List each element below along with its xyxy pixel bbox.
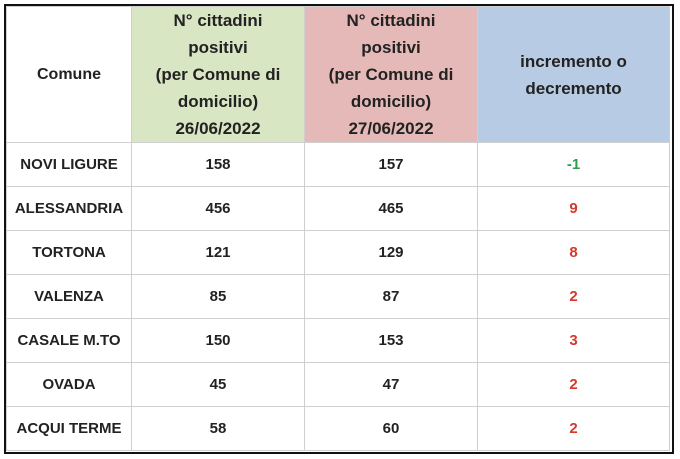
cell-day2: 465 (304, 186, 478, 231)
cell-change: -1 (477, 142, 670, 187)
cell-day2: 157 (304, 142, 478, 187)
header-row: Comune N° cittadini positivi (per Comune… (6, 6, 670, 143)
header-day2-line: domicilio) (350, 92, 432, 111)
cell-day2: 60 (304, 406, 478, 451)
cell-comune: NOVI LIGURE (6, 142, 132, 187)
header-change-line: incremento o (520, 51, 627, 71)
cell-change: 8 (477, 230, 670, 275)
header-day1-line: (per Comune di (155, 65, 281, 84)
table-row: CASALE M.TO 150 153 3 (6, 318, 670, 363)
cell-change: 2 (477, 274, 670, 319)
header-day2-line: positivi (361, 38, 421, 57)
cell-comune: TORTONA (6, 230, 132, 275)
cell-comune: OVADA (6, 362, 132, 407)
header-change: incremento o decremento (477, 6, 670, 143)
table-row: ACQUI TERME 58 60 2 (6, 406, 670, 451)
table-row: OVADA 45 47 2 (6, 362, 670, 407)
header-day1-line: N° cittadini (173, 11, 263, 30)
header-day2-date: 27/06/2022 (348, 119, 434, 138)
cell-comune: CASALE M.TO (6, 318, 132, 363)
cell-change: 9 (477, 186, 670, 231)
cell-day1: 158 (131, 142, 305, 187)
cell-day2: 87 (304, 274, 478, 319)
cell-day1: 58 (131, 406, 305, 451)
table-body: NOVI LIGURE 158 157 -1 ALESSANDRIA 456 465 9 TOR… (6, 142, 670, 451)
header-day2: N° cittadini positivi (per Comune di dom… (304, 6, 478, 143)
table-row: ALESSANDRIA 456 465 9 (6, 186, 670, 231)
header-day1-date: 26/06/2022 (175, 119, 261, 138)
header-day2-line: (per Comune di (328, 65, 454, 84)
header-day1-line: domicilio) (177, 92, 259, 111)
header-day1-line: positivi (188, 38, 248, 57)
header-comune: Comune (6, 6, 132, 143)
cell-comune: ALESSANDRIA (6, 186, 132, 231)
table-row: VALENZA 85 87 2 (6, 274, 670, 319)
cell-day1: 150 (131, 318, 305, 363)
cell-comune: VALENZA (6, 274, 132, 319)
cell-day1: 85 (131, 274, 305, 319)
cell-change: 2 (477, 406, 670, 451)
cell-day1: 45 (131, 362, 305, 407)
header-change-line: decremento (525, 78, 622, 98)
cell-change: 3 (477, 318, 670, 363)
cell-day1: 456 (131, 186, 305, 231)
cell-change: 2 (477, 362, 670, 407)
table-row: NOVI LIGURE 158 157 -1 (6, 142, 670, 187)
header-day2-line: N° cittadini (346, 11, 436, 30)
positives-table: Comune N° cittadini positivi (per Comune… (6, 6, 670, 451)
cell-comune: ACQUI TERME (6, 406, 132, 451)
cell-day1: 121 (131, 230, 305, 275)
table-row: TORTONA 121 129 8 (6, 230, 670, 275)
cell-day2: 129 (304, 230, 478, 275)
header-comune-label: Comune (37, 66, 101, 83)
header-day1: N° cittadini positivi (per Comune di dom… (131, 6, 305, 143)
table-frame (4, 4, 674, 454)
cell-day2: 153 (304, 318, 478, 363)
cell-day2: 47 (304, 362, 478, 407)
